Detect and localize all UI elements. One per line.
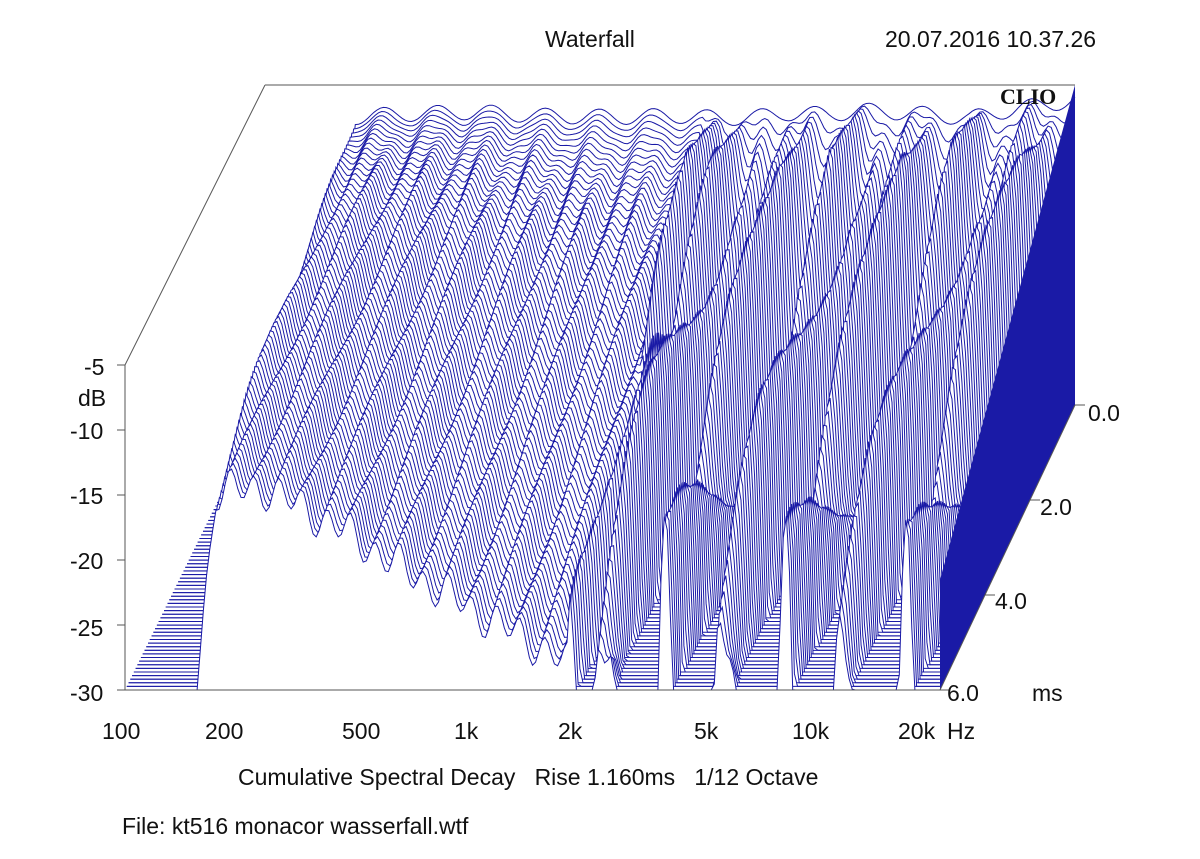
y-axis-unit: dB <box>78 385 107 411</box>
decay-slice <box>256 113 1067 424</box>
decay-slice <box>265 96 1076 406</box>
y-tick-label: -5 <box>84 354 105 380</box>
file-label: File: kt516 monacor wasserfall.wtf <box>122 813 469 839</box>
clio-logo: CLIO <box>1000 84 1057 109</box>
y-tick-label: -20 <box>70 548 104 574</box>
decay-slices <box>125 96 1076 691</box>
chart-timestamp: 20.07.2016 10.37.26 <box>885 26 1097 52</box>
decay-slice-fill <box>125 469 940 690</box>
decay-slice <box>263 100 1074 410</box>
decay-slice <box>245 128 1057 446</box>
x-tick-label: 200 <box>205 718 244 744</box>
left-top-edge <box>124 84 266 366</box>
x-tick-label: 100 <box>102 718 141 744</box>
x-tick-label: 20k <box>898 718 936 744</box>
x-tick-label: 2k <box>558 718 583 744</box>
time-axis-line <box>939 404 1076 691</box>
time-tick-label: 0.0 <box>1088 400 1120 426</box>
x-tick-label: 5k <box>694 718 719 744</box>
time-tick-label: 6.0 <box>947 680 979 706</box>
chart-title: Waterfall <box>545 26 635 52</box>
x-tick-label: 10k <box>792 718 830 744</box>
y-tick-label: -10 <box>70 418 104 444</box>
time-tick-label: 2.0 <box>1040 494 1072 520</box>
decay-slice <box>249 122 1061 438</box>
x-axis-unit: Hz <box>947 718 976 744</box>
y-tick-label: -30 <box>70 680 104 706</box>
axes <box>117 84 1085 691</box>
x-tick-label: 500 <box>342 718 381 744</box>
decay-slice <box>259 107 1071 417</box>
decay-slice <box>252 117 1064 431</box>
decay-slice <box>247 123 1059 442</box>
decay-slice <box>261 103 1073 413</box>
chart-subtitle: Cumulative Spectral Decay Rise 1.160ms 1… <box>238 764 819 790</box>
decay-slice <box>243 130 1055 449</box>
decay-slice <box>254 116 1066 428</box>
time-tick-label: 4.0 <box>995 588 1027 614</box>
x-tick-label: 1k <box>454 718 479 744</box>
time-axis-unit: ms <box>1032 680 1063 706</box>
decay-slice <box>250 120 1062 435</box>
decay-slice <box>257 111 1069 420</box>
decay-slice <box>242 132 1054 453</box>
side-wall <box>940 85 1075 690</box>
y-tick-label: -15 <box>70 483 104 509</box>
y-tick-label: -25 <box>70 615 104 641</box>
